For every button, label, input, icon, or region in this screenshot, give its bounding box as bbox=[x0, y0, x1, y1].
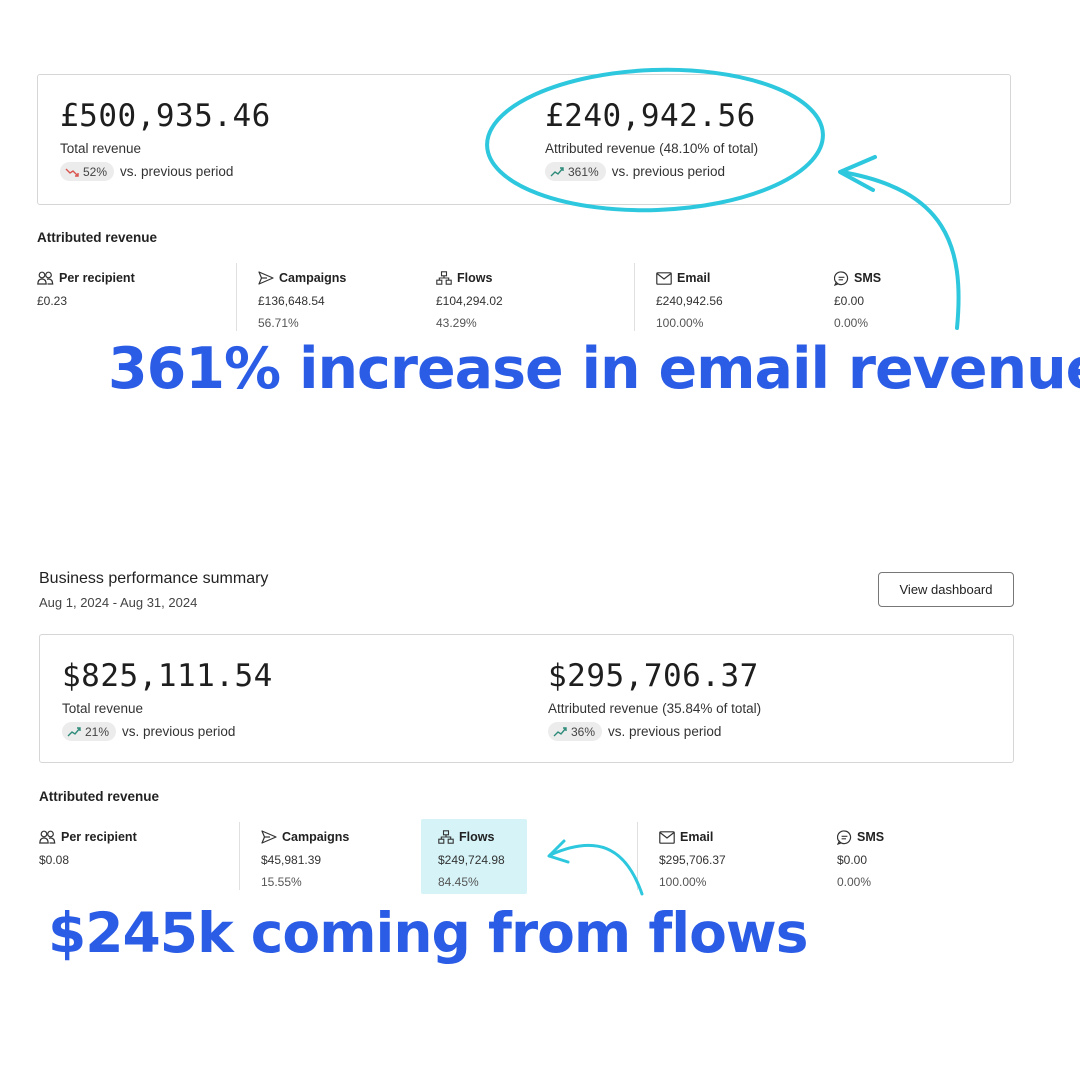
bottom-metric-email: Email $295,706.37 100.00% bbox=[659, 829, 726, 889]
send-icon bbox=[261, 830, 277, 844]
bottom-metric-campaigns: Campaigns $45,981.39 15.55% bbox=[261, 829, 349, 889]
metric-value: £104,294.02 bbox=[436, 294, 503, 308]
bottom-attributed-revenue: $295,706.37 Attributed revenue (35.84% o… bbox=[548, 659, 761, 741]
kpi-delta: 52% vs. previous period bbox=[60, 162, 271, 181]
metric-value: $249,724.98 bbox=[438, 853, 505, 867]
delta-value: 36% bbox=[571, 724, 596, 739]
metric-percent: 15.55% bbox=[261, 875, 302, 889]
metric-label: Per recipient bbox=[61, 830, 137, 844]
top-metric-flows: Flows £104,294.02 43.29% bbox=[436, 270, 503, 330]
trend-up-icon bbox=[553, 726, 567, 736]
top-metric-campaigns: Campaigns £136,648.54 56.71% bbox=[258, 270, 346, 330]
metric-value: $45,981.39 bbox=[261, 853, 322, 867]
annotation-flows: $245k coming from flows bbox=[48, 901, 808, 965]
metric-label: Flows bbox=[459, 830, 495, 844]
delta-badge: 52% bbox=[60, 162, 115, 181]
delta-comparison: vs. previous period bbox=[611, 164, 726, 179]
flows-icon bbox=[436, 271, 452, 285]
metric-label: Campaigns bbox=[279, 271, 347, 285]
kpi-delta: 36% vs. previous period bbox=[548, 722, 761, 741]
top-metric-email: Email £240,942.56 100.00% bbox=[656, 270, 723, 330]
delta-badge: 21% bbox=[62, 722, 117, 741]
curved-arrow-bottom bbox=[548, 843, 644, 896]
top-attributed-section-title: Attributed revenue bbox=[37, 230, 158, 245]
metric-value: $0.08 bbox=[39, 853, 70, 867]
bottom-total-revenue: $825,111.54 Total revenue 21% vs. previo… bbox=[62, 659, 273, 741]
kpi-label: Total revenue bbox=[60, 141, 142, 156]
divider bbox=[236, 263, 237, 331]
view-dashboard-button[interactable]: View dashboard bbox=[878, 572, 1014, 607]
sms-icon bbox=[834, 270, 849, 286]
metric-percent: 100.00% bbox=[659, 875, 707, 889]
bottom-metric-per-recipient: Per recipient $0.08 bbox=[39, 829, 137, 867]
metric-percent: 100.00% bbox=[656, 316, 704, 330]
top-metric-per-recipient: Per recipient £0.23 bbox=[37, 270, 135, 308]
trend-up-icon bbox=[67, 726, 81, 736]
delta-value: 52% bbox=[83, 164, 108, 179]
send-icon bbox=[258, 271, 274, 285]
page-title: Business performance summary bbox=[39, 570, 269, 587]
kpi-label: Attributed revenue (48.10% of total) bbox=[545, 141, 759, 156]
kpi-delta: 361% vs. previous period bbox=[545, 162, 758, 181]
kpi-value: $295,706.37 bbox=[548, 658, 759, 694]
bottom-attributed-section-title: Attributed revenue bbox=[39, 789, 160, 804]
delta-badge: 36% bbox=[548, 722, 603, 741]
delta-comparison: vs. previous period bbox=[122, 724, 236, 739]
kpi-delta: 21% vs. previous period bbox=[62, 722, 273, 741]
metric-label: Campaigns bbox=[282, 830, 350, 844]
top-total-revenue: £500,935.46 Total revenue 52% vs. previo… bbox=[60, 99, 271, 181]
bottom-metric-flows: Flows $249,724.98 84.45% bbox=[438, 829, 505, 889]
delta-value: 361% bbox=[568, 164, 599, 179]
users-icon bbox=[39, 830, 56, 844]
metric-percent: 0.00% bbox=[834, 316, 869, 330]
metric-value: £0.23 bbox=[37, 294, 68, 308]
top-metric-sms: SMS £0.00 0.00% bbox=[834, 270, 881, 330]
trend-up-icon bbox=[550, 166, 564, 176]
sms-icon bbox=[837, 829, 852, 845]
delta-comparison: vs. previous period bbox=[608, 724, 722, 739]
trend-down-icon bbox=[65, 168, 79, 177]
metric-value: £136,648.54 bbox=[258, 294, 325, 308]
flows-highlight bbox=[421, 819, 527, 894]
metric-label: Flows bbox=[457, 271, 493, 285]
kpi-label: Total revenue bbox=[62, 701, 144, 716]
divider bbox=[239, 822, 240, 890]
kpi-value: £240,942.56 bbox=[545, 98, 756, 134]
top-attributed-revenue: £240,942.56 Attributed revenue (48.10% o… bbox=[545, 99, 758, 181]
divider bbox=[634, 263, 635, 331]
bottom-summary-card bbox=[39, 634, 1014, 763]
delta-comparison: vs. previous period bbox=[120, 164, 234, 179]
arrow-head-bottom bbox=[547, 839, 570, 864]
divider bbox=[637, 822, 638, 890]
mail-icon bbox=[659, 830, 675, 844]
users-icon bbox=[37, 271, 54, 285]
metric-label: SMS bbox=[857, 830, 885, 844]
metric-label: Email bbox=[680, 830, 714, 844]
metric-label: Per recipient bbox=[59, 271, 135, 285]
metric-label: Email bbox=[677, 271, 711, 285]
metric-percent: 84.45% bbox=[438, 875, 479, 889]
metric-value: $295,706.37 bbox=[659, 853, 726, 867]
kpi-label: Attributed revenue (35.84% of total) bbox=[548, 701, 762, 716]
annotation-email-increase: 361% increase in email revenue bbox=[108, 336, 1080, 402]
flows-icon bbox=[438, 830, 454, 844]
metric-percent: 0.00% bbox=[837, 875, 872, 889]
metric-value: £240,942.56 bbox=[656, 294, 723, 308]
kpi-value: £500,935.46 bbox=[60, 98, 271, 134]
delta-badge: 361% bbox=[545, 162, 606, 181]
bottom-metric-sms: SMS $0.00 0.00% bbox=[837, 829, 884, 889]
mail-icon bbox=[656, 271, 672, 285]
date-range: Aug 1, 2024 - Aug 31, 2024 bbox=[39, 595, 198, 610]
metric-value: $0.00 bbox=[837, 853, 868, 867]
metric-value: £0.00 bbox=[834, 294, 865, 308]
delta-value: 21% bbox=[85, 724, 110, 739]
metric-percent: 43.29% bbox=[436, 316, 477, 330]
metric-percent: 56.71% bbox=[258, 316, 299, 330]
metric-label: SMS bbox=[854, 271, 882, 285]
kpi-value: $825,111.54 bbox=[62, 658, 273, 694]
